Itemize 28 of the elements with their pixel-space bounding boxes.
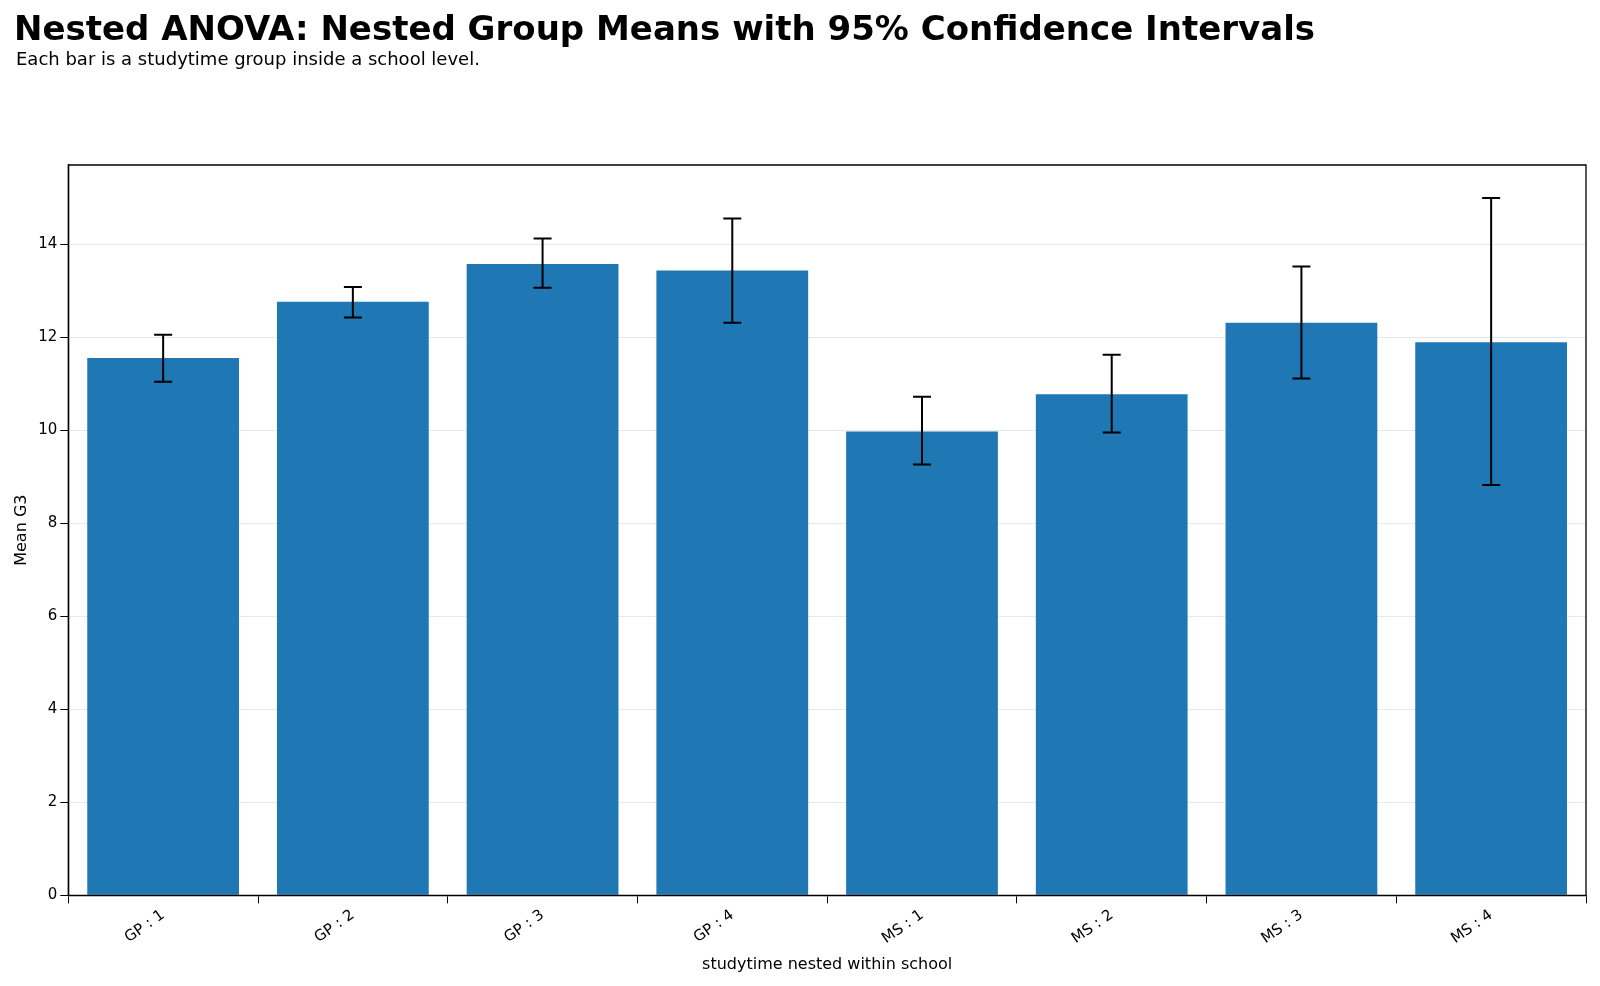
- x-tick-label: MS : 3: [1257, 905, 1306, 947]
- chart-title: Nested ANOVA: Nested Group Means with 95% Confidence Intervals: [14, 8, 1316, 48]
- x-tick-label: GP : 3: [500, 905, 548, 946]
- y-axis-title: Mean G3: [10, 494, 30, 566]
- x-tick-label: MS : 1: [878, 905, 927, 947]
- bar: [846, 431, 998, 895]
- bar: [1035, 394, 1188, 895]
- bar: [1415, 342, 1568, 895]
- chart-subtitle: Each bar is a studytime group inside a school level.: [16, 48, 480, 69]
- y-tick-label: 2: [47, 792, 58, 811]
- y-tick-label: 12: [38, 327, 58, 346]
- bar: [466, 264, 619, 895]
- x-tick-label: MS : 4: [1447, 905, 1496, 947]
- y-tick-label: 10: [38, 420, 58, 439]
- y-tick-label: 14: [38, 233, 58, 252]
- bar: [276, 301, 429, 895]
- y-tick-label: 0: [47, 885, 58, 904]
- x-tick-label: GP : 2: [310, 905, 358, 946]
- bar: [87, 358, 240, 895]
- y-tick-label: 8: [47, 513, 58, 532]
- x-tick-label: GP : 4: [689, 905, 737, 946]
- x-tick-label: GP : 1: [120, 905, 168, 946]
- bar: [656, 270, 809, 895]
- y-tick-label: 6: [47, 606, 58, 625]
- y-tick-label: 4: [47, 699, 58, 718]
- x-tick-label: MS : 2: [1067, 905, 1117, 947]
- bar: [1225, 322, 1378, 895]
- x-axis-title: studytime nested within school: [702, 953, 953, 973]
